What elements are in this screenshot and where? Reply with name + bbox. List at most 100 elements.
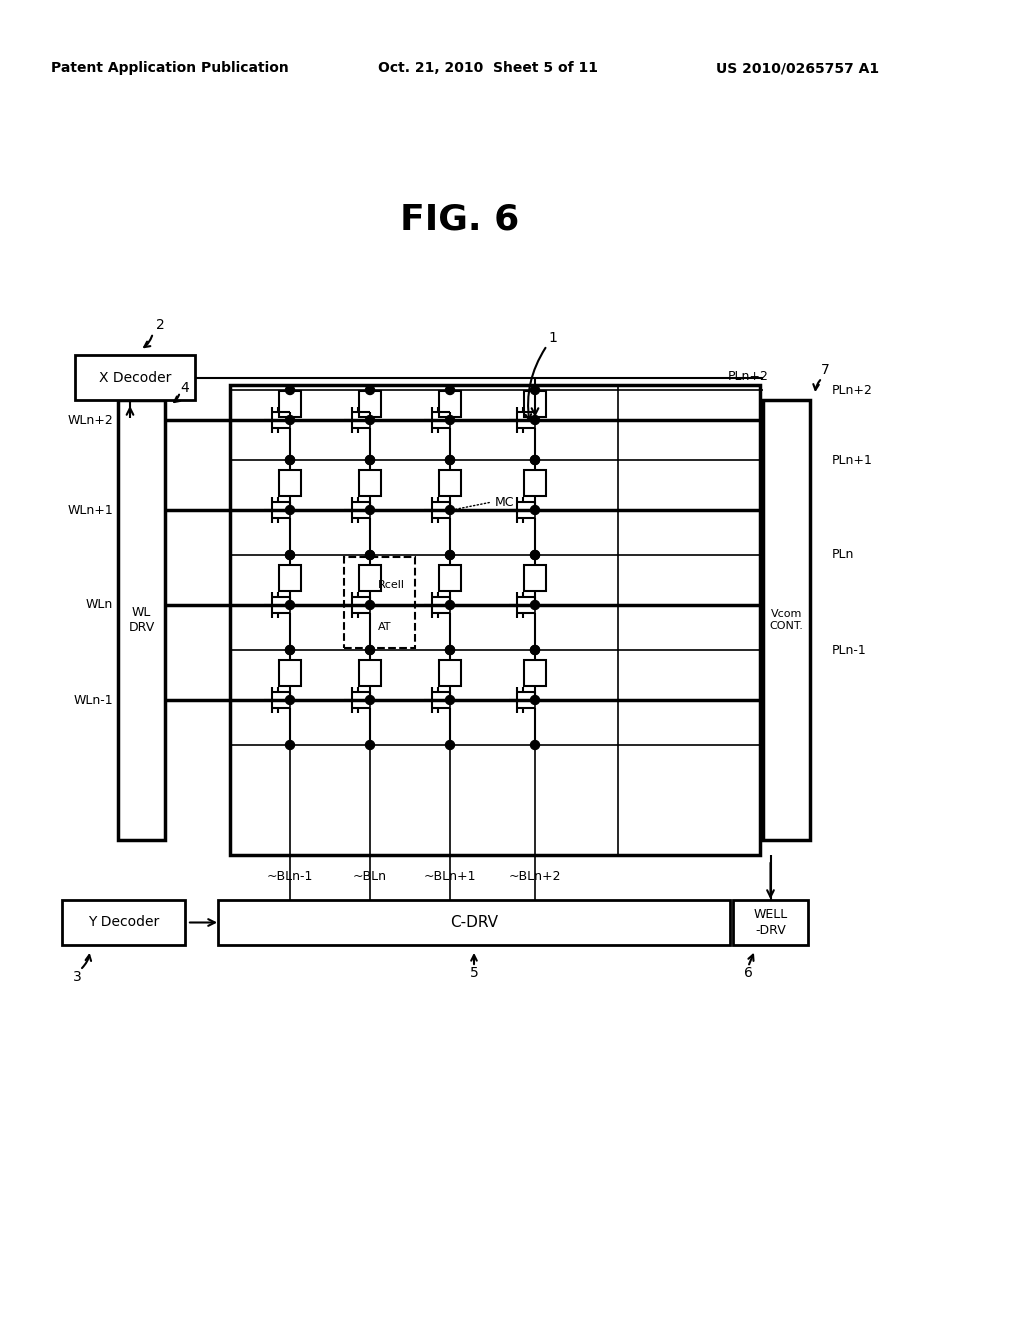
Circle shape	[366, 696, 375, 705]
Bar	[439, 565, 461, 590]
Circle shape	[445, 696, 455, 705]
Text: 5: 5	[470, 966, 478, 979]
Circle shape	[530, 416, 540, 425]
Circle shape	[286, 601, 295, 610]
Text: Rcell: Rcell	[378, 579, 406, 590]
Circle shape	[445, 645, 455, 655]
Circle shape	[286, 385, 295, 395]
Text: WLn+1: WLn+1	[68, 503, 113, 516]
Text: C-DRV: C-DRV	[450, 915, 498, 931]
Circle shape	[366, 741, 375, 750]
Bar	[279, 470, 301, 495]
Circle shape	[445, 601, 455, 610]
Circle shape	[530, 601, 540, 610]
Circle shape	[286, 416, 295, 425]
Bar	[524, 391, 546, 417]
Bar	[439, 660, 461, 685]
Text: PLn+1: PLn+1	[831, 454, 872, 466]
Bar	[359, 391, 381, 417]
Bar	[279, 660, 301, 685]
Bar	[359, 565, 381, 590]
Circle shape	[530, 550, 540, 560]
Text: 4: 4	[180, 381, 189, 395]
Circle shape	[366, 645, 375, 655]
Text: Y Decoder: Y Decoder	[88, 916, 159, 929]
Circle shape	[530, 455, 540, 465]
Circle shape	[445, 550, 455, 560]
Circle shape	[286, 550, 295, 560]
Bar	[75, 355, 195, 400]
Circle shape	[366, 506, 375, 515]
Circle shape	[530, 645, 540, 655]
Text: PLn+2: PLn+2	[728, 371, 769, 384]
Text: ~BLn+2: ~BLn+2	[509, 870, 561, 883]
Circle shape	[286, 550, 295, 560]
Text: AT: AT	[378, 622, 391, 632]
Circle shape	[366, 550, 375, 560]
Bar	[118, 400, 165, 840]
Bar	[524, 470, 546, 495]
Text: X Decoder: X Decoder	[98, 371, 171, 384]
Circle shape	[530, 455, 540, 465]
Circle shape	[286, 455, 295, 465]
Bar	[230, 385, 760, 855]
Circle shape	[286, 645, 295, 655]
Circle shape	[286, 741, 295, 750]
Bar	[439, 391, 461, 417]
Text: ~BLn: ~BLn	[353, 870, 387, 883]
Text: 1: 1	[549, 330, 557, 345]
Circle shape	[366, 416, 375, 425]
Circle shape	[286, 455, 295, 465]
Circle shape	[445, 645, 455, 655]
Text: 7: 7	[820, 363, 829, 378]
Text: 3: 3	[73, 970, 81, 983]
Bar	[359, 470, 381, 495]
Bar	[524, 660, 546, 685]
Circle shape	[445, 506, 455, 515]
Text: MC: MC	[495, 495, 514, 508]
Circle shape	[366, 645, 375, 655]
Text: FIG. 6: FIG. 6	[400, 203, 519, 238]
Bar	[62, 900, 185, 945]
Text: Oct. 21, 2010  Sheet 5 of 11: Oct. 21, 2010 Sheet 5 of 11	[378, 61, 598, 75]
Circle shape	[530, 506, 540, 515]
Bar	[733, 900, 808, 945]
Text: WLn-1: WLn-1	[74, 693, 113, 706]
Bar	[279, 391, 301, 417]
Circle shape	[530, 741, 540, 750]
Text: PLn-1: PLn-1	[831, 644, 866, 656]
Text: WLn: WLn	[86, 598, 113, 611]
Circle shape	[445, 741, 455, 750]
Text: WL
DRV: WL DRV	[128, 606, 155, 634]
Text: PLn: PLn	[831, 549, 854, 561]
Text: 6: 6	[743, 966, 753, 979]
Circle shape	[366, 601, 375, 610]
Circle shape	[530, 645, 540, 655]
Text: WLn+2: WLn+2	[68, 413, 113, 426]
Circle shape	[366, 455, 375, 465]
Circle shape	[286, 696, 295, 705]
Text: US 2010/0265757 A1: US 2010/0265757 A1	[717, 61, 880, 75]
Text: 2: 2	[156, 318, 165, 333]
Circle shape	[366, 455, 375, 465]
Circle shape	[445, 550, 455, 560]
Circle shape	[445, 416, 455, 425]
Circle shape	[530, 550, 540, 560]
Text: Vcom
CONT.: Vcom CONT.	[770, 610, 804, 631]
Text: Patent Application Publication: Patent Application Publication	[51, 61, 289, 75]
Circle shape	[366, 550, 375, 560]
Bar	[218, 900, 730, 945]
Bar	[344, 557, 415, 648]
Text: ~BLn+1: ~BLn+1	[424, 870, 476, 883]
Bar	[524, 565, 546, 590]
Circle shape	[366, 385, 375, 395]
Circle shape	[530, 385, 540, 395]
Bar	[763, 400, 810, 840]
Circle shape	[286, 645, 295, 655]
Circle shape	[445, 455, 455, 465]
Circle shape	[530, 696, 540, 705]
Circle shape	[286, 506, 295, 515]
Circle shape	[445, 455, 455, 465]
Circle shape	[445, 385, 455, 395]
Bar	[279, 565, 301, 590]
